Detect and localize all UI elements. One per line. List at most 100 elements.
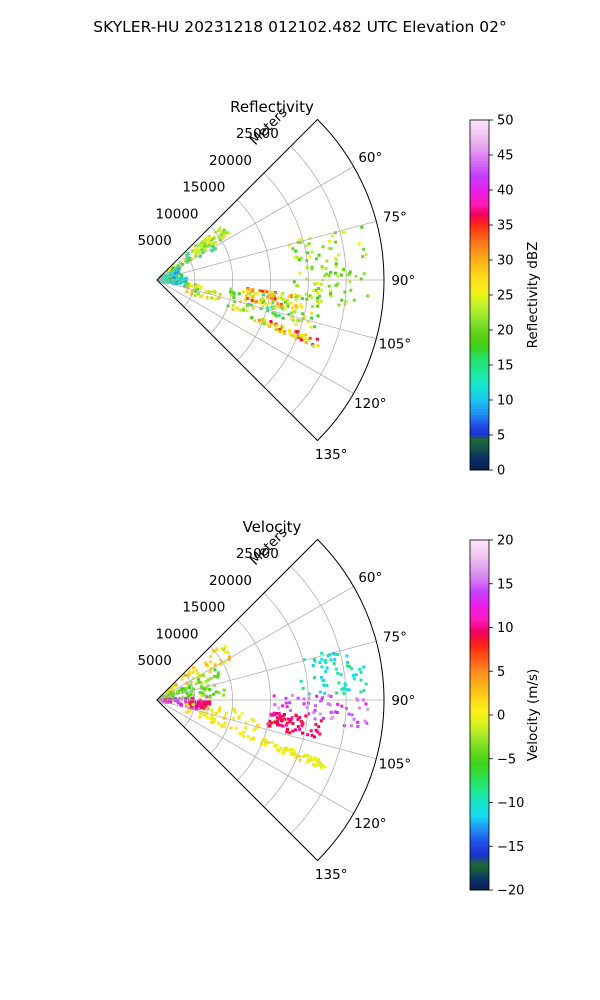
velocity-panel: Velocity500010000150002000025000Meters60… [137,518,541,899]
colorbar-step [470,770,489,774]
echo-gate [264,302,268,306]
echo-gate [218,294,222,298]
echo-gate [220,723,224,727]
echo-gate [213,668,217,672]
echo-gate [299,240,303,244]
echo-gate [219,659,223,663]
echo-gate [179,278,183,281]
echo-gate [213,683,217,687]
echo-gate [288,328,292,332]
echo-gate [313,708,317,712]
azimuth-tick-label: 120° [354,396,387,412]
echo-gate [344,300,348,304]
echo-gate [294,337,298,340]
colorbar-step [470,184,489,188]
echo-gate [344,706,348,710]
echo-gate [334,262,338,266]
echo-gate [270,321,273,325]
colorbar-step [470,782,489,786]
echo-gate [172,691,176,695]
echo-gate [196,287,199,291]
colorbar-step [470,435,489,439]
colorbar-step [470,744,489,748]
colorbar-step [470,720,489,725]
colorbar-step [470,382,489,386]
echo-gate [235,307,239,311]
echo-gate [275,712,279,715]
echo-gate [176,701,180,705]
echo-gate [316,300,320,304]
colorbar-step [470,773,489,777]
colorbar-step [470,122,489,127]
echo-gate [316,344,320,348]
echo-gate [252,736,256,740]
echo-gate [168,273,172,277]
echo-gate [316,762,320,766]
echo-gate [190,697,194,701]
echo-gate [196,671,200,675]
echo-gate [305,259,309,263]
colorbar-step [470,432,489,436]
azimuth-spoke [156,699,354,814]
echo-gate [277,304,281,308]
azimuth-tick-label: 90° [391,273,415,289]
echo-gate [345,661,349,664]
echo-gate [213,241,217,245]
echo-gate [273,305,277,309]
echo-gate [288,243,291,247]
echo-gate [205,711,209,715]
echo-gate [328,653,332,657]
colorbar-step [470,630,489,634]
echo-gate [281,324,285,328]
echo-gate [194,253,198,257]
echo-gate [208,688,212,691]
echo-gate [208,670,212,674]
echo-gate [309,729,313,733]
echo-gate [185,697,189,700]
echo-gate [294,293,298,297]
echo-gate [313,325,317,329]
colorbar-step [470,330,489,334]
echo-gate [294,728,298,732]
colorbar-step [470,400,489,404]
colorbar-step [470,414,489,418]
echo-gate [289,301,293,305]
echo-gate [161,275,165,279]
range-tick-label: 10000 [156,627,199,643]
echo-gate [269,320,273,323]
echo-gate [186,251,190,255]
echo-gate [266,306,270,310]
echo-gate [324,670,328,673]
colorbar-step [470,201,489,205]
colorbar-step [470,595,489,599]
echo-gate [357,242,361,246]
echo-gate [180,677,184,681]
echo-gate [281,307,285,311]
colorbar-tick-label: 40 [497,184,514,199]
colorbar-step [470,306,489,310]
echo-gate [306,754,310,758]
echo-gate [331,715,335,719]
echo-gate [169,688,172,692]
echo-gate [188,684,192,688]
echo-gate [268,723,272,727]
echo-gate [265,741,269,745]
colorbar-step [470,292,489,296]
echo-gate [314,722,318,726]
echo-gate [315,337,319,341]
echo-gate [212,720,216,724]
echo-gate [244,721,248,725]
colorbar-step [470,621,489,625]
echo-gate [312,344,315,348]
colorbar-step [470,467,489,471]
echo-gate [329,717,333,720]
echo-gate [201,687,205,691]
colorbar-step [470,222,489,226]
colorbar-step [470,248,489,252]
echo-gate [160,696,164,700]
colorbar-step [470,152,489,156]
colorbar-step [470,160,489,165]
echo-gate [327,239,331,243]
echo-gate [190,706,194,710]
echo-gate [354,274,358,278]
